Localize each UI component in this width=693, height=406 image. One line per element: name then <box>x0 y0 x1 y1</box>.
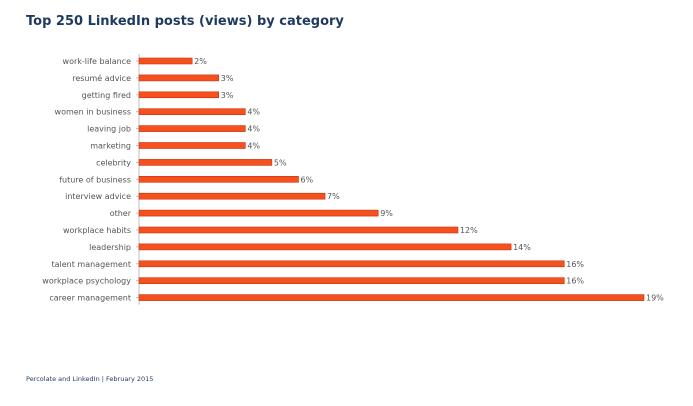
chart-title: Top 250 LinkedIn posts (views) by catego… <box>26 14 344 29</box>
value-label: 16% <box>566 260 584 269</box>
bar <box>138 277 565 285</box>
category-label: resumé advice <box>72 73 131 83</box>
value-label: 2% <box>194 57 207 66</box>
category-label: interview advice <box>65 192 131 201</box>
bar <box>138 57 193 65</box>
category-label: future of business <box>59 175 131 184</box>
value-label: 5% <box>274 158 287 167</box>
category-label: talent management <box>51 260 131 269</box>
value-label: 6% <box>300 175 313 184</box>
value-label: 12% <box>460 226 478 235</box>
source-footnote: Percolate and LinkedIn | February 2015 <box>26 375 154 383</box>
value-label: 3% <box>221 91 234 100</box>
bar <box>138 159 273 166</box>
bar <box>138 243 512 251</box>
bar <box>138 108 246 115</box>
category-label: other <box>110 209 132 218</box>
category-label: marketing <box>90 142 131 151</box>
category-label: leaving job <box>87 125 131 134</box>
value-label: 4% <box>247 142 260 151</box>
bar <box>138 74 220 82</box>
category-label: workplace psychology <box>42 277 131 286</box>
category-label: celebrity <box>96 158 131 167</box>
category-label: career management <box>49 294 131 303</box>
value-label: 4% <box>247 125 260 134</box>
value-label: 14% <box>513 243 531 252</box>
value-label: 9% <box>380 209 393 218</box>
bars-group: work-life balance 2% resumé advice 3% gettin… <box>42 57 664 303</box>
category-label: women in business <box>55 108 131 117</box>
bar <box>138 192 326 200</box>
bar <box>138 260 565 268</box>
category-label: workplace habits <box>63 226 131 235</box>
category-label: getting fired <box>82 91 131 100</box>
bar <box>138 294 645 301</box>
bar <box>138 176 299 183</box>
value-label: 19% <box>646 294 664 303</box>
category-label: leadership <box>89 243 131 252</box>
bar <box>138 209 379 217</box>
value-label: 7% <box>327 192 340 201</box>
value-label: 16% <box>566 277 584 286</box>
bar <box>138 226 459 234</box>
bar <box>138 91 220 99</box>
bar <box>138 125 246 132</box>
value-label: 3% <box>221 74 234 83</box>
bar <box>138 142 246 149</box>
value-label: 4% <box>247 108 260 117</box>
category-label: work-life balance <box>63 57 132 66</box>
